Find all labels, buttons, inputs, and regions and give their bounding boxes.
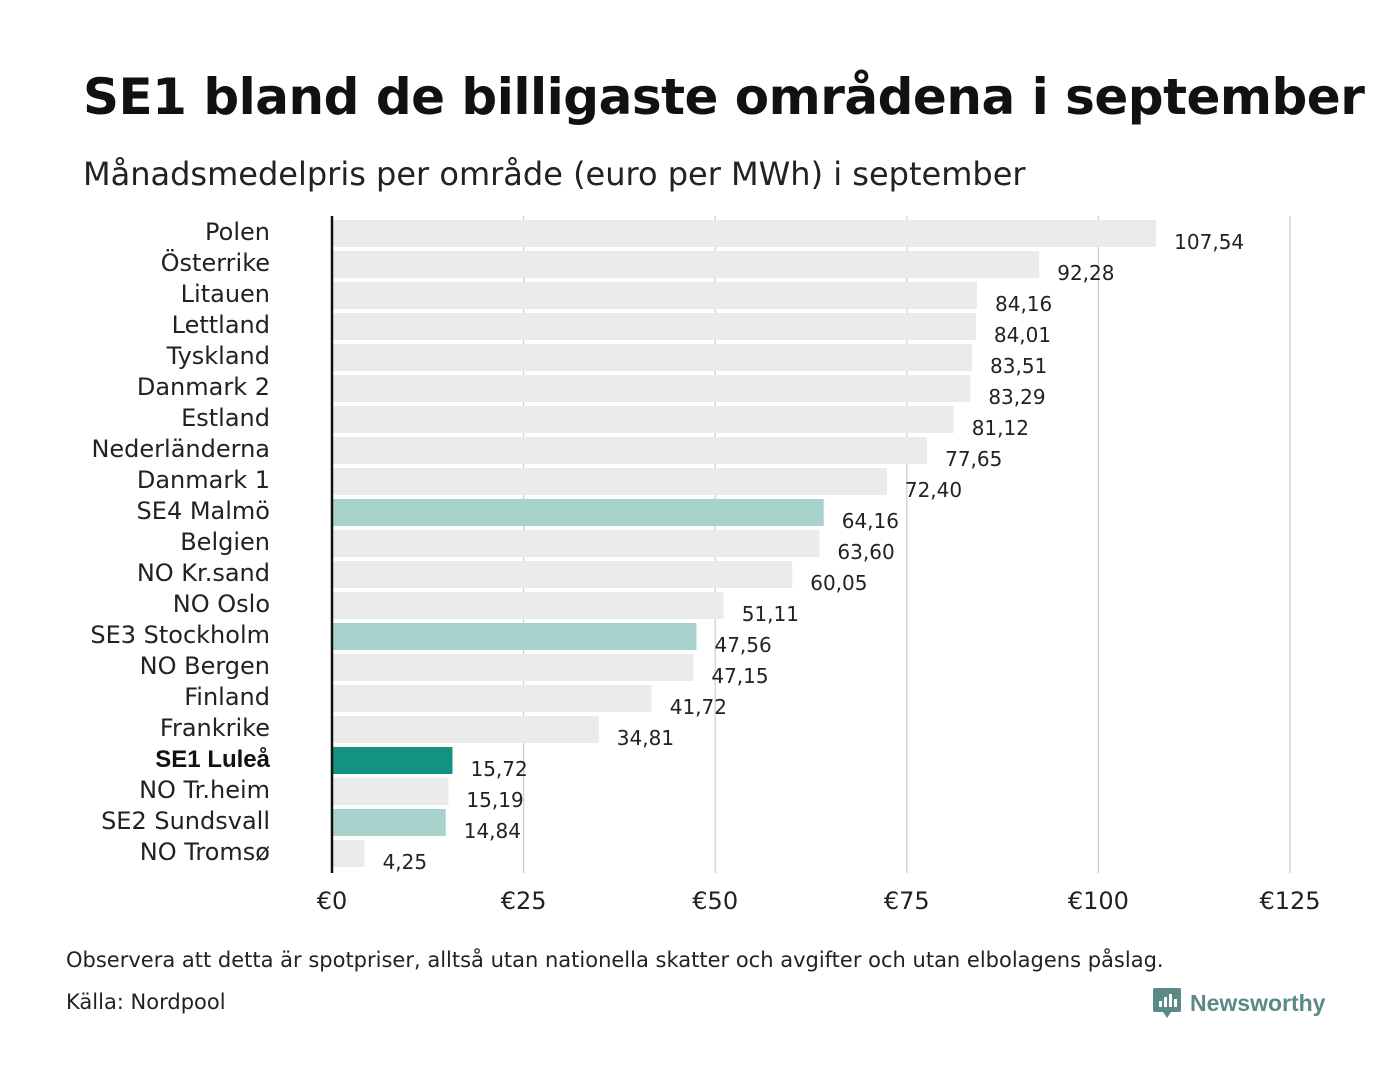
value-label: 51,11 [742,602,799,626]
category-label: SE4 Malmö [137,497,270,525]
category-label: Österrike [161,248,270,277]
category-label: Nederländerna [91,435,270,463]
footer-note: Observera att detta är spotpriser, allts… [66,948,1164,972]
category-label: Estland [181,404,270,432]
value-label: 77,65 [945,447,1002,471]
chart-subtitle: Månadsmedelpris per område (euro per MWh… [83,155,1026,193]
bar [332,778,449,805]
brand-name: Newsworthy [1190,989,1326,1016]
category-label: SE1 Luleå [155,746,270,773]
bars [332,220,1157,867]
x-tick-label: €75 [884,887,930,915]
value-label: 15,72 [470,757,527,781]
category-label: Danmark 1 [137,466,270,494]
value-label: 81,12 [972,416,1029,440]
category-label: NO Tr.heim [139,776,270,804]
bar [332,220,1157,247]
category-label: NO Bergen [140,652,270,680]
brand-logo: Newsworthy [1152,986,1325,1020]
x-axis-ticks: €0 €25 €50 €75 €100 €125 [317,887,1321,915]
source-credit: Källa: Nordpool [66,990,226,1014]
bar [332,592,724,619]
bar [332,375,971,402]
value-label: 41,72 [670,695,727,719]
value-label: 47,56 [714,633,771,657]
value-label: 47,15 [711,664,768,688]
category-label: Danmark 2 [137,373,270,401]
value-label: 64,16 [842,509,899,533]
x-tick-label: €100 [1068,887,1129,915]
chart-title: SE1 bland de billigaste områdena i septe… [83,68,1365,126]
value-label: 4,25 [383,850,428,874]
category-label: Polen [205,218,270,246]
category-label: Belgien [180,528,270,556]
x-tick-label: €0 [317,887,348,915]
category-label: Litauen [181,280,270,308]
value-label: 72,40 [905,478,962,502]
value-label: 34,81 [617,726,674,750]
bar [332,685,652,712]
bar [332,313,976,340]
bar [332,530,820,557]
category-label: NO Tromsø [140,838,270,866]
category-label: SE2 Sundsvall [101,807,270,835]
value-label: 15,19 [466,788,523,812]
bar [332,499,824,526]
bar [332,716,599,743]
value-label: 63,60 [837,540,894,564]
value-label: 84,01 [994,323,1051,347]
category-label: Finland [184,683,270,711]
value-label: 14,84 [464,819,521,843]
bar [332,809,446,836]
bar [332,251,1040,278]
x-tick-label: €50 [692,887,738,915]
value-label: 84,16 [995,292,1052,316]
category-label: Frankrike [160,714,270,742]
bar [332,561,793,588]
bar [332,623,697,650]
x-tick-label: €25 [501,887,547,915]
newsworthy-logo-icon [1153,988,1181,1018]
value-label: 83,51 [990,354,1047,378]
bar [332,437,928,464]
value-label: 92,28 [1057,261,1114,285]
bar [332,406,954,433]
category-label: Tyskland [166,342,270,370]
value-label: 107,54 [1174,230,1244,254]
value-label: 83,29 [988,385,1045,409]
bar [332,468,887,495]
bar [332,344,973,371]
x-tick-label: €125 [1259,887,1320,915]
bar [332,282,978,309]
category-label: Lettland [172,311,270,339]
bar [332,654,694,681]
bar [332,840,365,867]
value-label: 60,05 [810,571,867,595]
category-label: NO Kr.sand [137,559,270,587]
category-label: SE3 Stockholm [90,621,270,649]
category-label: NO Oslo [173,590,270,618]
bar [332,747,453,774]
